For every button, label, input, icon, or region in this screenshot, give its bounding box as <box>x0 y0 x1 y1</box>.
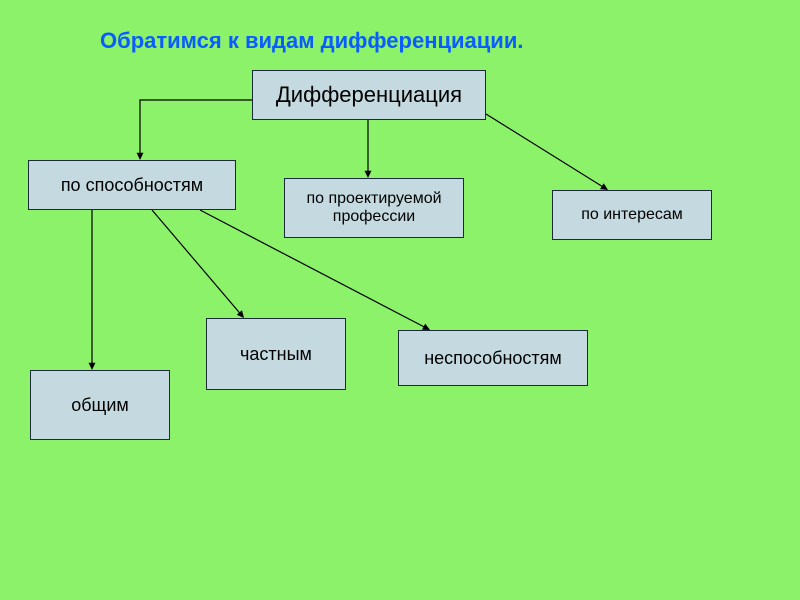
node-particular: частным <box>206 318 346 390</box>
node-general: общим <box>30 370 170 440</box>
slide-title: Обратимся к видам дифференциации. <box>100 28 523 54</box>
node-label: по проектируемой профессии <box>289 190 459 226</box>
node-label: общим <box>71 395 129 416</box>
node-by-abilities: по способностям <box>28 160 236 210</box>
node-label: по способностям <box>61 175 203 196</box>
node-differentiation: Дифференциация <box>252 70 486 120</box>
diagram-canvas: Обратимся к видам дифференциации. Диффер… <box>0 0 800 600</box>
node-label: по интересам <box>581 206 683 224</box>
node-inability: неспособностям <box>398 330 588 386</box>
node-label: частным <box>240 344 312 365</box>
node-label: Дифференциация <box>276 82 462 108</box>
node-by-profession: по проектируемой профессии <box>284 178 464 238</box>
node-label: неспособностям <box>424 348 562 369</box>
node-by-interests: по интересам <box>552 190 712 240</box>
